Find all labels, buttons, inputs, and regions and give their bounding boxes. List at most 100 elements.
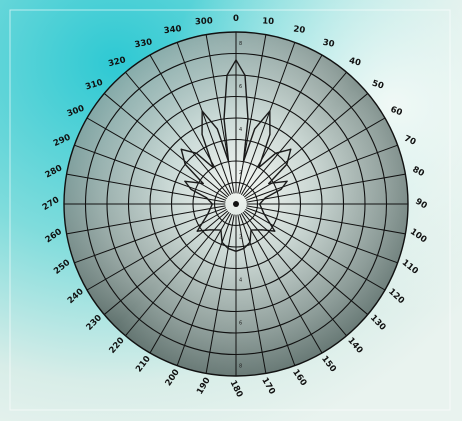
angle-tick-label-10: 10	[262, 16, 275, 27]
series-point-31	[190, 188, 192, 190]
grid-spoke-120	[245, 208, 386, 291]
polar-series	[180, 59, 292, 252]
grid-spoke-280	[66, 173, 226, 203]
series-point-15	[259, 203, 261, 205]
angle-tick-label-0: 0	[233, 14, 239, 24]
grid-spoke-30	[240, 54, 323, 195]
angle-tick-label-80: 80	[411, 165, 426, 179]
radial-tick-label: 2	[239, 170, 242, 176]
series-point-42	[223, 118, 225, 120]
series-point-26	[209, 229, 211, 231]
grid-spoke-10	[237, 34, 267, 194]
series-point-27	[196, 230, 198, 232]
series-point-13	[280, 188, 282, 190]
radial-tick-labels: 2 2 4 4 6 6 8 8	[239, 41, 242, 370]
series-point-1	[244, 74, 246, 76]
series-point-36	[195, 152, 197, 154]
series-point-43	[226, 74, 228, 76]
grid-spoke-20	[239, 42, 296, 195]
series-point-33	[202, 182, 204, 185]
grid-spoke-320	[125, 71, 230, 197]
grid-spoke-110	[245, 207, 398, 264]
series-point-23	[227, 247, 229, 250]
series-point-7	[258, 166, 260, 169]
polar-center-dot	[233, 201, 239, 207]
series-point-20	[249, 241, 251, 243]
grid-spoke-290	[74, 144, 227, 201]
grid-spoke-140	[242, 211, 347, 337]
grid-spoke-160	[239, 213, 296, 366]
series-point-25	[220, 229, 222, 231]
series-point-6	[269, 133, 271, 136]
grid-spoke-60	[245, 117, 386, 200]
grid-spoke-300	[86, 117, 227, 200]
grid-spoke-170	[237, 214, 267, 374]
series-point-8	[275, 152, 277, 154]
series-point-29	[211, 203, 213, 205]
grid-spoke-220	[125, 211, 230, 337]
series-point-12	[286, 180, 288, 182]
angle-tick-label-50: 50	[371, 79, 385, 92]
grid-spoke-250	[74, 207, 227, 264]
grid-spoke-150	[240, 213, 323, 354]
grid-spoke-40	[242, 71, 347, 197]
grid-spoke-350	[205, 34, 235, 194]
radial-tick-label: 6	[239, 84, 242, 90]
series-point-18	[261, 229, 263, 231]
grid-spoke-240	[86, 208, 227, 291]
series-point-9	[290, 148, 292, 150]
series-point-14	[264, 197, 267, 199]
angle-tick-label-30: 30	[322, 38, 336, 50]
angle-tick-label-20: 20	[293, 24, 306, 35]
grid-spoke-100	[246, 205, 406, 235]
angle-tick-label-70: 70	[402, 134, 417, 148]
grid-spoke-80	[246, 173, 406, 203]
photo-frame	[9, 9, 451, 411]
grid-spoke-50	[243, 93, 369, 198]
series-point-4	[254, 128, 256, 130]
radial-tick-label: 4	[239, 277, 242, 283]
angle-tick-label-340: 340	[163, 24, 182, 36]
grid-spoke-340	[176, 42, 233, 195]
series-point-22	[235, 250, 237, 252]
radial-tick-label: 8	[239, 363, 242, 369]
series-point-21	[243, 247, 245, 250]
series-point-17	[274, 230, 276, 232]
grid-spoke-230	[103, 210, 229, 315]
angle-tick-label-350: 300	[195, 16, 213, 27]
series-point-34	[184, 163, 186, 165]
series-point-44	[235, 59, 237, 61]
grid-spoke-130	[243, 210, 369, 315]
series-point-30	[205, 197, 208, 199]
series-point-35	[180, 148, 182, 150]
grid-spoke-200	[176, 213, 233, 366]
series-point-19	[250, 229, 252, 231]
series-point-24	[221, 241, 223, 243]
angle-tick-label-320: 320	[107, 55, 127, 69]
series-point-39	[201, 110, 203, 112]
series-point-28	[207, 213, 209, 215]
radial-tick-label: 4	[239, 127, 242, 133]
grid-spoke-330	[149, 54, 232, 195]
radial-tick-label: 2	[239, 234, 242, 240]
series-point-3	[242, 161, 245, 163]
radial-tick-label: 8	[239, 41, 242, 47]
series-point-2	[247, 118, 249, 120]
grid-spoke-190	[205, 214, 235, 374]
series-point-40	[216, 128, 218, 130]
angle-tick-label-40: 40	[348, 56, 362, 69]
series-point-32	[184, 180, 186, 182]
radial-tick-label: 6	[239, 320, 242, 326]
polar-grid	[63, 31, 409, 377]
grid-spoke-310	[103, 93, 229, 198]
series-point-10	[286, 163, 288, 165]
series-point-37	[212, 166, 214, 169]
angle-tick-label-60: 60	[389, 105, 404, 119]
series-point-11	[268, 182, 270, 185]
series-point-5	[269, 110, 271, 112]
angle-tick-label-330: 330	[134, 37, 153, 50]
grid-spoke-260	[66, 205, 226, 235]
series-point-38	[201, 133, 203, 136]
